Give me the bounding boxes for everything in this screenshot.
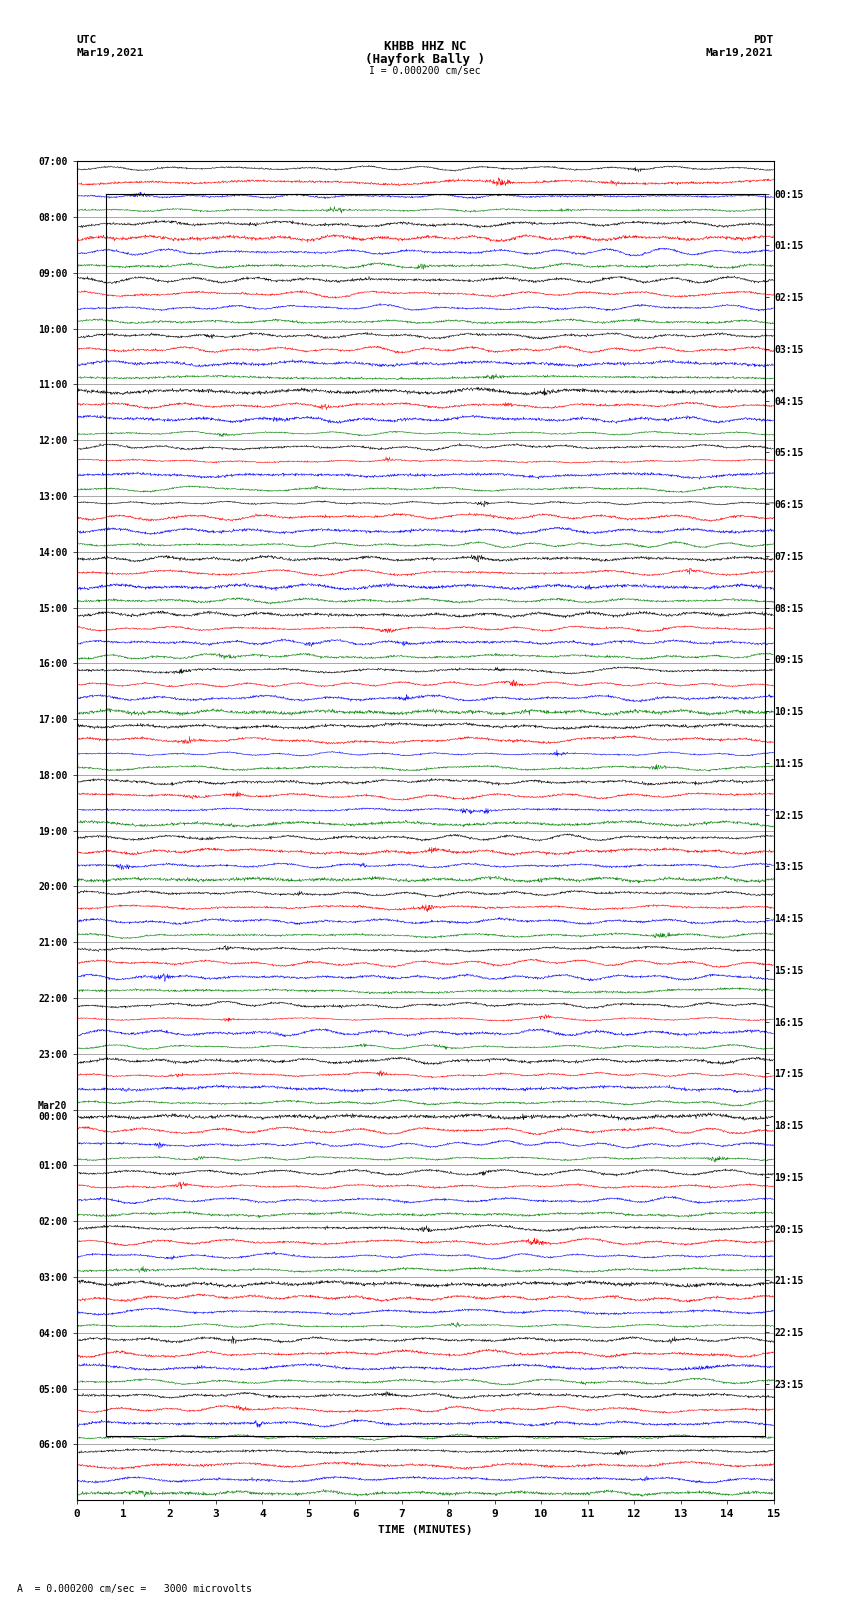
Text: Mar19,2021: Mar19,2021 — [706, 48, 774, 58]
Text: A  = 0.000200 cm/sec =   3000 microvolts: A = 0.000200 cm/sec = 3000 microvolts — [17, 1584, 252, 1594]
Text: PDT: PDT — [753, 35, 774, 45]
X-axis label: TIME (MINUTES): TIME (MINUTES) — [388, 1524, 483, 1534]
Text: (Hayfork Bally ): (Hayfork Bally ) — [365, 53, 485, 66]
Text: Mar19,2021: Mar19,2021 — [76, 48, 144, 58]
Text: KHBB HHZ NC: KHBB HHZ NC — [383, 40, 467, 53]
Text: UTC: UTC — [76, 35, 97, 45]
Text: I = 0.000200 cm/sec: I = 0.000200 cm/sec — [369, 66, 481, 76]
